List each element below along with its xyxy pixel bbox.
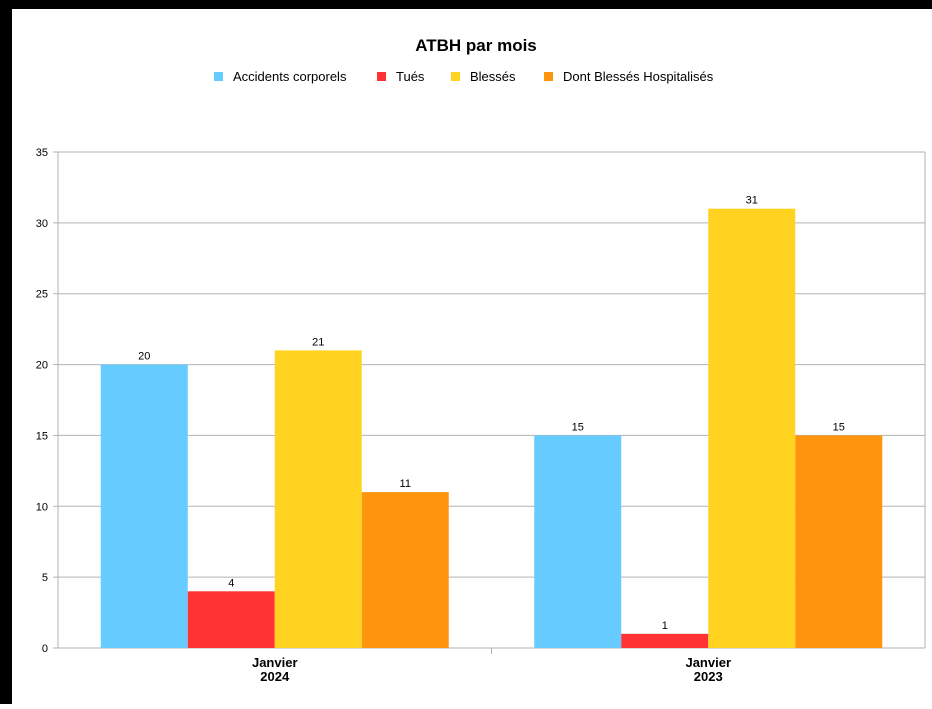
legend-label-1: Tués: [396, 69, 425, 84]
legend-swatch-3: [544, 72, 553, 81]
data-label-0-2: 21: [312, 336, 324, 348]
legend-swatch-0: [214, 72, 223, 81]
x-tick-label-1-0: Janvier: [685, 655, 731, 670]
y-tick-label-6: 30: [36, 218, 48, 230]
bar-0-0: [100, 364, 188, 648]
y-tick-label-4: 20: [36, 360, 48, 372]
bar-1-1: [621, 633, 709, 648]
y-tick-label-5: 25: [36, 289, 48, 301]
data-label-1-2: 31: [746, 195, 758, 207]
bar-0-2: [274, 350, 362, 648]
y-tick-label-1: 5: [42, 572, 48, 584]
y-tick-label-0: 0: [42, 643, 48, 655]
x-tick-label-1-1: 2023: [694, 669, 723, 684]
bar-1-2: [708, 208, 796, 648]
bar-chart: ATBH par mois Accidents corporels Tués Bles…: [36, 36, 926, 684]
y-tick-label-3: 15: [36, 430, 48, 442]
x-tick-label-0-0: Janvier: [252, 655, 298, 670]
y-tick-label-2: 10: [36, 501, 48, 513]
x-tick-label-0-1: 2024: [260, 669, 290, 684]
bar-1-0: [534, 435, 622, 648]
legend-swatch-2: [451, 72, 460, 81]
data-label-0-0: 20: [138, 351, 150, 363]
bar-1-3: [795, 435, 883, 648]
legend-label-2: Blessés: [470, 69, 516, 84]
data-label-1-1: 1: [662, 620, 668, 632]
legend-label-0: Accidents corporels: [233, 69, 347, 84]
bar-0-1: [187, 591, 275, 648]
bar-0-3: [361, 492, 449, 648]
data-label-1-3: 15: [833, 421, 845, 433]
data-label-0-1: 4: [228, 577, 234, 589]
data-label-1-0: 15: [572, 421, 584, 433]
legend-label-3: Dont Blessés Hospitalisés: [563, 69, 714, 84]
y-tick-label-7: 35: [36, 147, 48, 159]
legend-swatch-1: [377, 72, 386, 81]
chart-title: ATBH par mois: [415, 36, 537, 55]
data-label-0-3: 11: [400, 478, 411, 490]
